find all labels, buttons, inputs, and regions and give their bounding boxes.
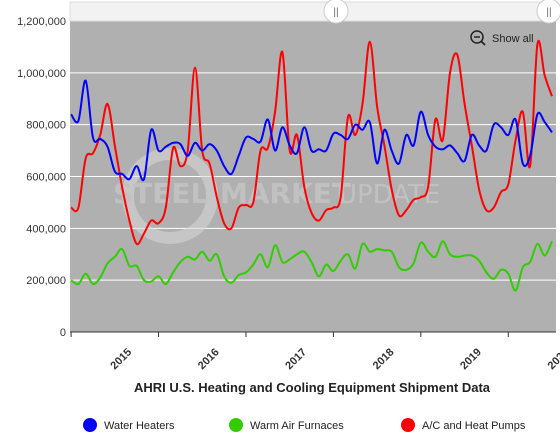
y-axis-ticks: 0 200,000 400,000 600,000 800,000 1,000,000 1,…: [17, 16, 66, 339]
watermark-ring: [122, 148, 218, 244]
legend-item-warm-air-furnaces[interactable]: Warm Air Furnaces: [229, 418, 344, 432]
y-tick-label: 1,000,000: [17, 68, 66, 80]
x-axis-ticks: 2015 2016 2017 2018 2019 2020: [70, 332, 560, 372]
zoom-out-icon: [470, 30, 484, 44]
y-tick-label: 800,000: [26, 120, 66, 132]
watermark-logo: STEEL MARKET UPDATE: [113, 148, 440, 244]
navigator-left-handle[interactable]: ||: [323, 0, 349, 24]
series-line-water-heaters[interactable]: [70, 79, 553, 182]
navigator-left-handle-glyph: ||: [333, 7, 338, 18]
y-tick-label: 600,000: [26, 172, 66, 184]
x-tick-label: 2015: [108, 346, 134, 372]
y-tick-label: 1,200,000: [17, 16, 66, 28]
watermark-update-text: UPDATE: [338, 180, 440, 210]
series-line-a-c-and-heat-pumps[interactable]: [70, 39, 553, 246]
navigator-right-handle[interactable]: ||: [536, 0, 560, 24]
legend-label: Warm Air Furnaces: [250, 420, 344, 432]
legend-marker: [83, 418, 97, 432]
legend-marker: [229, 418, 243, 432]
y-tick-label: 0: [60, 327, 66, 339]
legend-marker: [401, 418, 415, 432]
navigator-bar[interactable]: [69, 1, 557, 22]
legend: Water Heaters Warm Air Furnaces A/C and He…: [83, 418, 526, 432]
show-all-label: Show all: [492, 33, 534, 45]
y-tick-label: 400,000: [26, 223, 66, 235]
chart-title: AHRI U.S. Heating and Cooling Equipment …: [134, 380, 491, 395]
legend-item-water-heaters[interactable]: Water Heaters: [83, 418, 175, 432]
legend-label: A/C and Heat Pumps: [422, 420, 526, 432]
x-tick-label: 2016: [196, 346, 222, 372]
watermark-market-text: MARKET: [220, 177, 351, 210]
x-tick-label: 2017: [283, 346, 309, 372]
navigator-right-handle-glyph: ||: [546, 7, 551, 18]
x-tick-label: 2020: [546, 346, 560, 372]
legend-label: Water Heaters: [104, 420, 175, 432]
series-line-warm-air-furnaces[interactable]: [70, 240, 553, 292]
x-tick-label: 2019: [458, 346, 484, 372]
show-all-button[interactable]: Show all: [466, 28, 546, 48]
watermark-steel-text: STEEL: [113, 177, 209, 210]
x-tick-label: 2018: [371, 346, 397, 372]
legend-item-a-c-and-heat-pumps[interactable]: A/C and Heat Pumps: [401, 418, 526, 432]
y-tick-label: 200,000: [26, 275, 66, 287]
series-lines: [70, 39, 553, 292]
